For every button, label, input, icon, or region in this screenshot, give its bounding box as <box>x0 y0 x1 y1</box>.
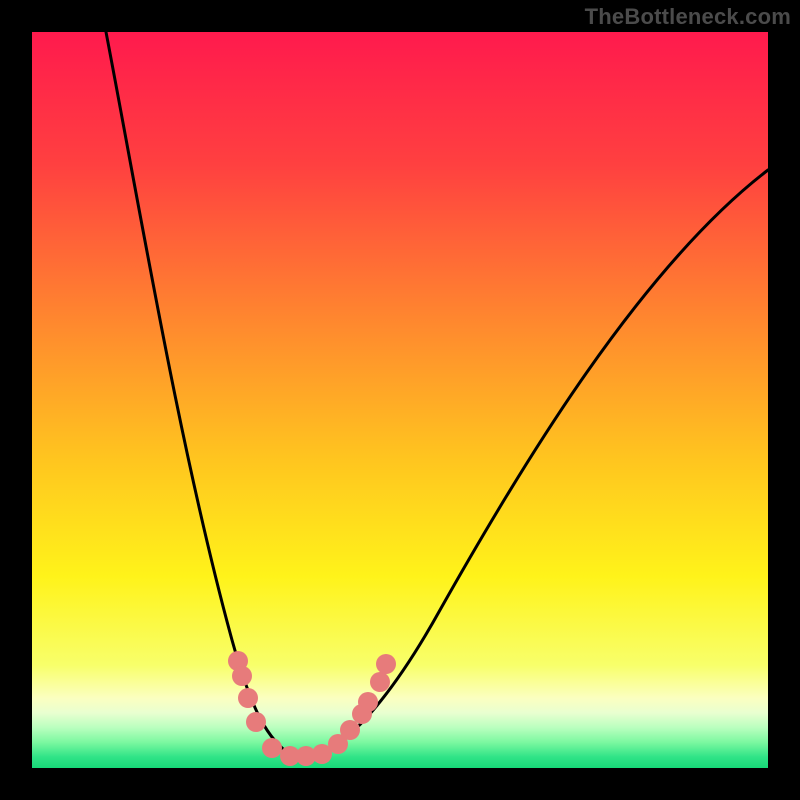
curve-marker <box>358 692 378 712</box>
curve-marker <box>370 672 390 692</box>
plot-area <box>32 32 768 768</box>
curves-layer <box>32 32 768 768</box>
curve-marker <box>340 720 360 740</box>
watermark-text: TheBottleneck.com <box>585 4 791 30</box>
curve-marker <box>238 688 258 708</box>
chart-stage: TheBottleneck.com <box>0 0 800 800</box>
curve-marker <box>262 738 282 758</box>
bottleneck-curve <box>106 32 320 759</box>
curve-marker <box>232 666 252 686</box>
curve-marker <box>246 712 266 732</box>
curve-marker <box>376 654 396 674</box>
